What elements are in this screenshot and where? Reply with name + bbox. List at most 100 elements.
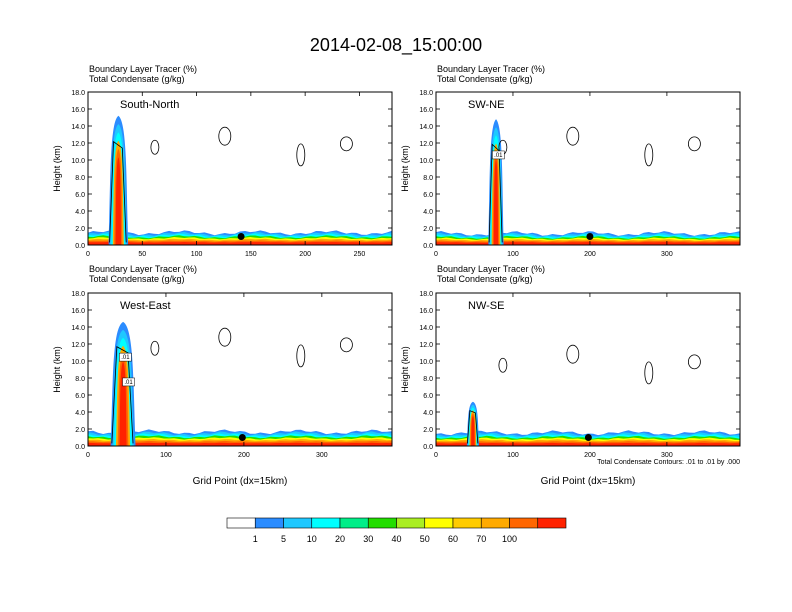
contour-label: .01 bbox=[494, 153, 503, 159]
plot-frame bbox=[87, 91, 393, 246]
colorbar-swatch bbox=[537, 517, 567, 529]
colorbar-label: 20 bbox=[335, 534, 345, 544]
x-tick-label: 200 bbox=[299, 251, 311, 258]
y-tick-label: 8.0 bbox=[75, 175, 85, 182]
y-axis-label: Height (km) bbox=[52, 346, 62, 393]
y-tick-label: 18.0 bbox=[419, 90, 433, 97]
cloud-contour bbox=[339, 136, 353, 152]
location-marker bbox=[238, 434, 246, 441]
y-tick-label: 6.0 bbox=[423, 393, 433, 400]
y-tick-label: 4.0 bbox=[423, 209, 433, 216]
cloud-contour bbox=[644, 361, 654, 385]
panel-label: West-East bbox=[120, 300, 171, 312]
y-tick-label: 18.0 bbox=[71, 90, 85, 97]
cloud-contour bbox=[218, 126, 232, 146]
y-tick-label: 2.0 bbox=[75, 427, 85, 434]
colorbar-label: 30 bbox=[363, 534, 373, 544]
y-tick-label: 14.0 bbox=[71, 325, 85, 332]
y-tick-label: 18.0 bbox=[419, 291, 433, 298]
x-tick-label: 300 bbox=[316, 452, 328, 459]
y-tick-label: 8.0 bbox=[75, 376, 85, 383]
y-tick-label: 8.0 bbox=[423, 175, 433, 182]
x-tick-label: 0 bbox=[86, 452, 90, 459]
cloud-contour bbox=[566, 126, 580, 146]
location-marker bbox=[237, 233, 245, 240]
cloud-contour bbox=[498, 357, 508, 373]
x-axis-label: Grid Point (dx=15km) bbox=[193, 476, 288, 487]
plot-content bbox=[436, 344, 740, 446]
cloud-contour bbox=[688, 354, 701, 370]
y-tick-label: 0.0 bbox=[423, 444, 433, 451]
x-tick-label: 200 bbox=[584, 251, 596, 258]
contour-info-note: Total Condensate Contours: .01 to .01 by… bbox=[597, 459, 740, 466]
y-tick-label: 16.0 bbox=[71, 107, 85, 114]
colorbar-label: 100 bbox=[502, 534, 517, 544]
plot-frame bbox=[87, 292, 393, 447]
panel-nw-se: Boundary Layer Tracer (%) Total Condensa… bbox=[400, 264, 741, 487]
contour-label: .01 bbox=[124, 380, 133, 386]
panel-south-north: Boundary Layer Tracer (%) Total Condensa… bbox=[52, 64, 393, 258]
panel-heading-condensate: Total Condensate (g/kg) bbox=[89, 274, 185, 284]
colorbar-swatch bbox=[254, 517, 284, 529]
condensate-contour bbox=[467, 410, 479, 444]
plot-frame bbox=[435, 292, 741, 447]
x-tick-label: 150 bbox=[245, 251, 257, 258]
condensate-contour bbox=[111, 346, 134, 444]
x-tick-label: 250 bbox=[354, 251, 366, 258]
condensate-contour bbox=[109, 140, 127, 243]
cloud-contour bbox=[218, 327, 232, 347]
y-tick-label: 16.0 bbox=[71, 308, 85, 315]
y-tick-label: 12.0 bbox=[419, 342, 433, 349]
panel-heading-tracer: Boundary Layer Tracer (%) bbox=[89, 264, 197, 274]
y-tick-label: 6.0 bbox=[423, 192, 433, 199]
y-tick-label: 10.0 bbox=[419, 359, 433, 366]
plume-layer bbox=[115, 157, 122, 245]
plume-layer bbox=[493, 159, 499, 245]
panel-label: NW-SE bbox=[468, 300, 504, 312]
tracer-band bbox=[88, 242, 392, 245]
y-axis-label: Height (km) bbox=[400, 145, 410, 192]
y-tick-label: 4.0 bbox=[75, 410, 85, 417]
contour-label-box bbox=[119, 352, 132, 362]
colorbar-label: 50 bbox=[420, 534, 430, 544]
cloud-contour bbox=[296, 143, 306, 167]
y-tick-label: 10.0 bbox=[71, 158, 85, 165]
y-tick-label: 14.0 bbox=[71, 124, 85, 131]
x-tick-label: 0 bbox=[434, 452, 438, 459]
x-tick-label: 200 bbox=[584, 452, 596, 459]
colorbar-label: 5 bbox=[281, 534, 286, 544]
colorbar-swatch bbox=[424, 517, 454, 529]
y-tick-label: 0.0 bbox=[75, 243, 85, 250]
y-tick-label: 0.0 bbox=[423, 243, 433, 250]
x-tick-label: 0 bbox=[86, 251, 90, 258]
location-marker bbox=[584, 434, 592, 441]
y-tick-label: 10.0 bbox=[419, 158, 433, 165]
cloud-contour bbox=[688, 136, 701, 152]
panel-label: SW-NE bbox=[468, 99, 504, 111]
x-tick-label: 50 bbox=[138, 251, 146, 258]
colorbar-swatch bbox=[339, 517, 369, 529]
x-tick-label: 300 bbox=[661, 251, 673, 258]
y-tick-label: 4.0 bbox=[75, 209, 85, 216]
panel-sw-ne: Boundary Layer Tracer (%) Total Condensa… bbox=[400, 64, 741, 258]
cloud-contour bbox=[566, 344, 580, 364]
cross-section-plot: NW-SE 0.0 2.0 4.0 6.0 8.0 10.0 12.0 14.0 16.0 18.0… bbox=[400, 291, 741, 487]
x-tick-label: 100 bbox=[507, 251, 519, 258]
tracer-band bbox=[88, 442, 392, 446]
x-tick-label: 0 bbox=[434, 251, 438, 258]
colorbar-swatch bbox=[396, 517, 426, 529]
y-tick-label: 2.0 bbox=[75, 226, 85, 233]
y-axis-label: Height (km) bbox=[400, 346, 410, 393]
panel-heading-condensate: Total Condensate (g/kg) bbox=[437, 74, 533, 84]
colorbar-label: 10 bbox=[307, 534, 317, 544]
y-tick-label: 2.0 bbox=[423, 226, 433, 233]
tracer-band bbox=[436, 442, 740, 446]
panel-heading-tracer: Boundary Layer Tracer (%) bbox=[437, 264, 545, 274]
contour-label-box bbox=[492, 150, 505, 160]
x-axis-label: Grid Point (dx=15km) bbox=[541, 476, 636, 487]
y-axis-label: Height (km) bbox=[52, 145, 62, 192]
condensate-contour bbox=[488, 143, 503, 243]
y-tick-label: 10.0 bbox=[71, 359, 85, 366]
y-tick-label: 8.0 bbox=[423, 376, 433, 383]
